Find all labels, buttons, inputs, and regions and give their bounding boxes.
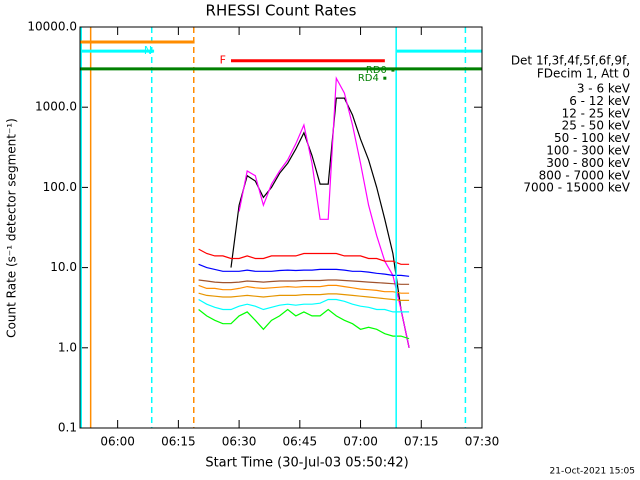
- legend-entry: 800 - 7000 keV: [539, 168, 631, 182]
- y-tick-label: 0.1: [58, 421, 77, 435]
- y-tick-label: 10.0: [50, 260, 77, 274]
- chart-title: RHESSI Count Rates: [206, 2, 357, 20]
- x-tick-label: 06:00: [100, 435, 135, 449]
- legend-entry: 12 - 25 keV: [562, 106, 631, 120]
- y-tick-label: 100.0: [43, 180, 77, 194]
- legend-entry: 50 - 100 keV: [554, 131, 631, 145]
- interval-label: F: [220, 54, 226, 67]
- x-tick-label: 07:15: [404, 435, 439, 449]
- series-line: [198, 263, 410, 277]
- legend-entry: 6 - 12 keV: [569, 94, 631, 108]
- plot-frame: [79, 26, 483, 429]
- marker-label: RD4: [358, 73, 379, 84]
- series-line: [198, 308, 410, 340]
- series-line: [198, 248, 410, 265]
- footer: 21-Oct-2021 15:05: [550, 467, 635, 477]
- y-tick-label: 1000.0: [35, 100, 77, 114]
- x-tick-label: 07:00: [343, 435, 378, 449]
- legend-entry: 25 - 50 keV: [562, 119, 631, 133]
- legend-entry: 7000 - 15000 keV: [523, 181, 630, 195]
- legend-entry: 300 - 800 keV: [546, 156, 630, 170]
- marker-dot: [391, 68, 395, 72]
- series-line: [198, 284, 410, 294]
- marker-dot: [383, 76, 387, 80]
- x-axis-label: Start Time (30-Jul-03 05:50:42): [205, 456, 408, 471]
- y-tick-label: 1.0: [58, 340, 77, 354]
- series-line: [198, 279, 410, 285]
- interval-label: N: [144, 44, 152, 57]
- x-tick-label: 06:45: [283, 435, 318, 449]
- series-line: [230, 97, 410, 348]
- x-tick-label: 06:30: [222, 435, 257, 449]
- x-tick-label: 06:15: [161, 435, 196, 449]
- marker-label: RD0: [366, 65, 387, 76]
- legend-entry: 100 - 300 keV: [546, 144, 630, 158]
- legend-title: Det 1f,3f,4f,5f,6f,9f,: [511, 54, 630, 68]
- y-axis-label: Count Rate (s⁻¹ detector segment⁻¹): [5, 118, 19, 338]
- legend-title: FDecim 1, Att 0: [537, 67, 630, 81]
- series-line: [238, 76, 410, 348]
- y-tick-label: 10000.0: [27, 20, 77, 34]
- x-tick-label: 07:30: [465, 435, 500, 449]
- series-line: [198, 298, 410, 313]
- legend-entry: 3 - 6 keV: [577, 82, 631, 96]
- series-line: [198, 292, 410, 301]
